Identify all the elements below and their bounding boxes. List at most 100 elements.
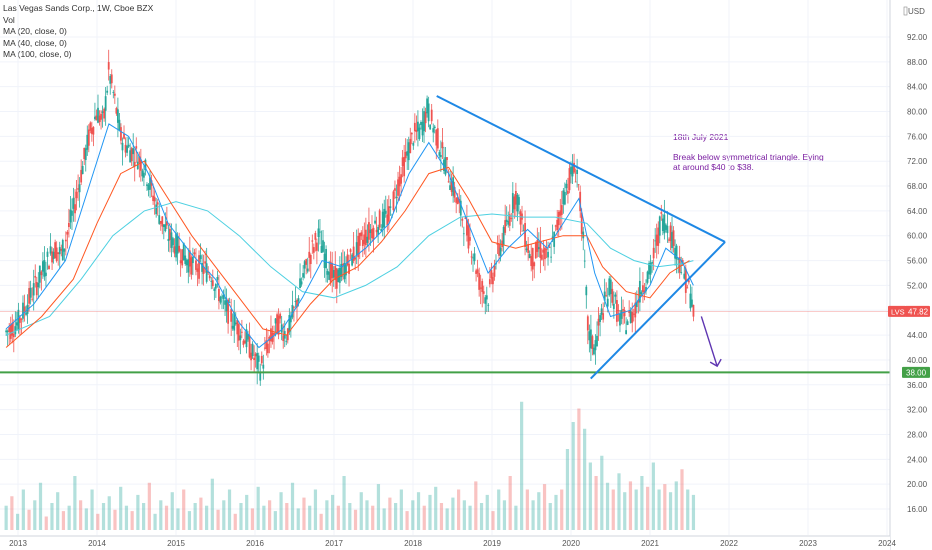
candle-body	[614, 294, 617, 297]
candle-body	[533, 262, 536, 267]
candle-body	[664, 224, 667, 230]
candle-body	[421, 121, 424, 136]
candle-body	[162, 224, 165, 228]
candle-body	[603, 291, 606, 301]
volume-bar	[468, 505, 472, 530]
candle-body	[285, 340, 288, 342]
candle-body	[658, 216, 661, 236]
candle-body	[120, 127, 122, 141]
symbol-title: Las Vegas Sands Corp., 1W, Cboe BZX	[3, 3, 154, 13]
candle-body	[234, 322, 237, 325]
volume-bar	[164, 505, 169, 530]
candle-body	[498, 244, 500, 256]
candle-body	[11, 322, 14, 336]
candle-body	[202, 267, 205, 274]
candle-body	[136, 161, 139, 169]
candle-body	[453, 187, 456, 198]
candle-body	[484, 297, 487, 304]
candle-body	[190, 257, 193, 275]
candle-body	[141, 170, 144, 177]
candle-body	[259, 372, 262, 381]
candle-body	[404, 151, 407, 159]
candle-body	[565, 183, 568, 189]
candle-body	[51, 251, 53, 263]
volume-bar	[290, 482, 295, 530]
candle-body	[492, 276, 494, 285]
candle-body	[262, 364, 265, 369]
year-tick-label: 2017	[325, 539, 343, 548]
forecast-arrow-head	[709, 358, 722, 368]
candle-body	[274, 318, 277, 324]
year-tick-label: 2024	[878, 539, 896, 548]
candle-body	[207, 272, 210, 273]
volume-bar	[10, 496, 14, 530]
candle-body	[178, 245, 181, 252]
candle-body	[45, 272, 47, 276]
volume-bar	[371, 505, 375, 530]
candle-body	[661, 218, 664, 231]
candle-body	[182, 242, 185, 261]
candle-body	[110, 74, 113, 84]
volume-bar	[325, 500, 329, 530]
candle-body	[103, 108, 106, 119]
time-axis[interactable]: 2013 2014 2015 2016 2017 2018 2019 2020 2021 2022…	[0, 535, 896, 550]
candle-body	[456, 197, 459, 205]
candle-body	[71, 210, 73, 216]
candle-body	[514, 190, 517, 205]
candle-body	[124, 144, 127, 153]
candle-body	[366, 236, 369, 243]
candle-body	[319, 231, 321, 233]
candle-body	[49, 246, 52, 254]
candle-body	[338, 267, 341, 283]
candle-body	[87, 129, 90, 146]
candle-body	[29, 287, 32, 298]
candle-body	[244, 340, 246, 344]
ma40-legend: MA (40, close, 0)	[3, 37, 67, 48]
price-tick-label: 80.00	[907, 108, 928, 117]
volume-bar	[302, 497, 306, 530]
volume-bar	[548, 503, 552, 530]
candle-body	[692, 304, 695, 317]
ma20-line	[5, 123, 694, 349]
candle-body	[417, 121, 419, 132]
candle-body	[364, 229, 367, 246]
candle-body	[210, 281, 213, 282]
candle-body	[547, 251, 549, 258]
candle-body	[273, 332, 275, 335]
volume-bar	[199, 497, 203, 530]
volume-bar	[119, 486, 123, 530]
candle-body	[38, 265, 41, 283]
candle-body	[169, 228, 171, 241]
support-tag	[902, 366, 930, 378]
year-tick-label: 2016	[246, 539, 264, 548]
candle-body	[101, 111, 104, 113]
price-axis[interactable]: USD 92.00 88.00 84.00 80.00 76.00 72.00 68.00 64…	[888, 0, 932, 550]
candle-body	[6, 330, 9, 333]
candle-body	[68, 222, 70, 228]
candle-body	[98, 115, 101, 122]
candle-body	[146, 184, 148, 186]
price-tick-label: 24.00	[907, 455, 928, 464]
candle-body	[218, 289, 220, 302]
volume-bar	[159, 500, 163, 530]
candle-body	[663, 214, 666, 234]
candle-body	[556, 219, 559, 231]
candle-body	[568, 168, 571, 191]
candle-body	[159, 220, 162, 224]
candle-body	[23, 306, 26, 312]
volume-bar	[634, 489, 638, 530]
volume-bar	[508, 476, 512, 530]
currency-icon	[903, 6, 908, 16]
price-tick-label: 84.00	[907, 83, 928, 92]
candle-body	[406, 151, 409, 156]
candle-body	[420, 122, 422, 125]
candle-body	[409, 138, 412, 154]
candle-body	[77, 188, 79, 190]
candle-body	[22, 302, 24, 319]
candle-body	[602, 313, 605, 320]
candle-body	[577, 184, 580, 186]
candle-body	[681, 260, 684, 263]
volume-bar	[285, 503, 289, 530]
candle-body	[392, 191, 395, 211]
